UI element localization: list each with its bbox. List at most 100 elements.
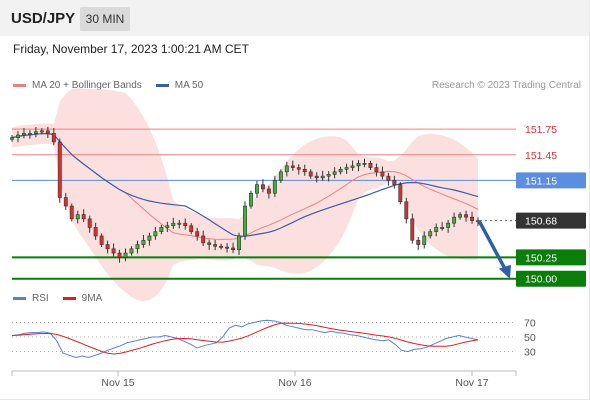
candle-body <box>27 133 32 135</box>
candle-body <box>189 225 194 232</box>
legend-label-rsi: RSI <box>32 293 49 304</box>
candle-body <box>111 248 116 254</box>
candle-body <box>302 168 307 173</box>
level-label: 150.25 <box>525 252 557 264</box>
legend-item-9ma: 9MA <box>62 293 102 304</box>
candle-body <box>105 244 110 250</box>
candle-body <box>296 167 301 170</box>
candle-body <box>117 252 122 258</box>
forecast-arrow-shaft <box>478 220 508 273</box>
candle-body <box>464 214 468 218</box>
candle-body <box>135 244 140 250</box>
header-bar: USD/JPY 30 MIN <box>0 0 590 36</box>
candle-body <box>75 214 80 220</box>
candle-body <box>165 225 170 228</box>
legend-swatch-rsi <box>13 297 26 300</box>
candle-body <box>93 227 98 237</box>
rsi-level-label: 30 <box>524 347 536 359</box>
candle-body <box>422 235 427 245</box>
candle-body <box>195 231 200 237</box>
candle-body <box>446 222 451 228</box>
candle-body <box>231 247 235 250</box>
level-label: 150.00 <box>525 274 557 286</box>
level-label-box <box>516 249 586 266</box>
candle-body <box>266 188 271 194</box>
candle-body <box>332 171 337 175</box>
candle-body <box>69 205 74 220</box>
candle-body <box>225 246 230 249</box>
candle-body <box>147 235 152 241</box>
x-tick-label: Nov 17 <box>455 377 488 389</box>
candle-body <box>338 168 343 173</box>
forecast-arrow-head <box>499 264 511 279</box>
candle-body <box>159 227 164 233</box>
candle-body <box>177 222 182 225</box>
legend-swatch-9ma <box>62 297 76 300</box>
candle-body <box>33 131 38 134</box>
candle-body <box>458 214 463 218</box>
candle-body <box>308 171 313 177</box>
candle-body <box>213 244 218 247</box>
candle-body <box>45 130 50 134</box>
candle-body <box>428 231 433 237</box>
legend-swatch-bollinger <box>13 84 26 87</box>
candle-body <box>314 175 319 179</box>
level-label-box <box>516 172 586 189</box>
candle-body <box>434 227 439 233</box>
symbol-label: USD/JPY <box>11 10 76 27</box>
legend-item-rsi: RSI <box>13 293 49 304</box>
candle-body <box>398 184 403 203</box>
candle-body <box>183 222 188 227</box>
candle-body <box>278 171 283 181</box>
level-label-box <box>516 270 586 287</box>
candle-body <box>51 133 56 143</box>
candle-body <box>16 134 20 138</box>
candle-body <box>272 180 277 194</box>
legend-swatch-ma50 <box>155 84 169 87</box>
rsi-line <box>11 319 479 359</box>
legend-label-ma50: MA 50 <box>174 80 204 91</box>
candle-body <box>416 239 421 245</box>
candle-body <box>39 130 44 133</box>
credit-label: Research © 2023 Trading Central <box>431 80 581 91</box>
candle-body <box>207 242 212 245</box>
timeframe-button[interactable]: 30 MIN <box>80 7 130 31</box>
candle-body <box>57 141 62 198</box>
candle-body <box>243 205 247 237</box>
candle-body <box>63 197 68 207</box>
candle-body <box>153 231 158 237</box>
level-label-box <box>516 212 586 229</box>
x-tick-label: Nov 16 <box>278 377 311 389</box>
candle-body <box>260 184 265 190</box>
candle-body <box>440 227 445 229</box>
candle-body <box>320 175 325 179</box>
candle-body <box>368 163 373 168</box>
candle-body <box>123 252 128 258</box>
candle-body <box>326 174 331 177</box>
level-label: 150.68 <box>525 216 557 228</box>
legend-item-bollinger: MA 20 + Bollinger Bands <box>13 80 142 91</box>
candle-body <box>386 175 391 181</box>
candle-body <box>362 163 367 165</box>
candle-body <box>255 184 259 194</box>
rsi-ma-line <box>11 322 479 355</box>
x-tick-label: Nov 15 <box>101 377 134 389</box>
rsi-level-label: 50 <box>524 332 536 344</box>
candle-body <box>10 137 14 140</box>
candle-body <box>392 180 397 185</box>
candle-body <box>290 165 295 168</box>
candle-body <box>171 222 176 227</box>
candle-body <box>404 201 409 220</box>
datetime-label: Friday, November 17, 2023 1:00:21 AM CET <box>13 42 249 56</box>
chart-legend: MA 20 + Bollinger Bands MA 50 <box>13 80 217 91</box>
candle-body <box>249 192 253 207</box>
candle-body <box>237 235 241 250</box>
candle-body <box>129 248 134 254</box>
candle-body <box>219 245 224 248</box>
rsi-level-label: 70 <box>524 317 536 329</box>
candle-body <box>81 214 86 220</box>
candle-body <box>22 133 26 136</box>
level-label: 151.15 <box>525 175 557 187</box>
candle-body <box>410 218 415 241</box>
